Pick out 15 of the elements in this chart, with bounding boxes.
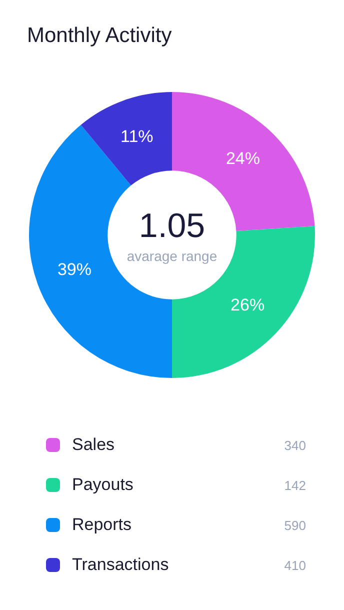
text: 340	[283, 438, 306, 452]
text: avarage range	[126, 248, 218, 264]
text: 1.05	[138, 206, 206, 246]
text: 410	[283, 558, 306, 572]
data-label: 24%	[226, 149, 260, 168]
data-label: 39%	[57, 260, 92, 279]
legend-label: Payouts	[72, 475, 134, 495]
legend-label: Transactions	[72, 555, 170, 575]
chart-title: Monthly Activity	[27, 24, 172, 48]
text: 590	[283, 518, 306, 532]
text: 142	[283, 478, 306, 492]
legend-label: Sales	[72, 435, 116, 455]
data-label: 11%	[120, 127, 154, 146]
data-label: 26%	[230, 296, 265, 315]
legend-label: Reports	[72, 515, 133, 535]
